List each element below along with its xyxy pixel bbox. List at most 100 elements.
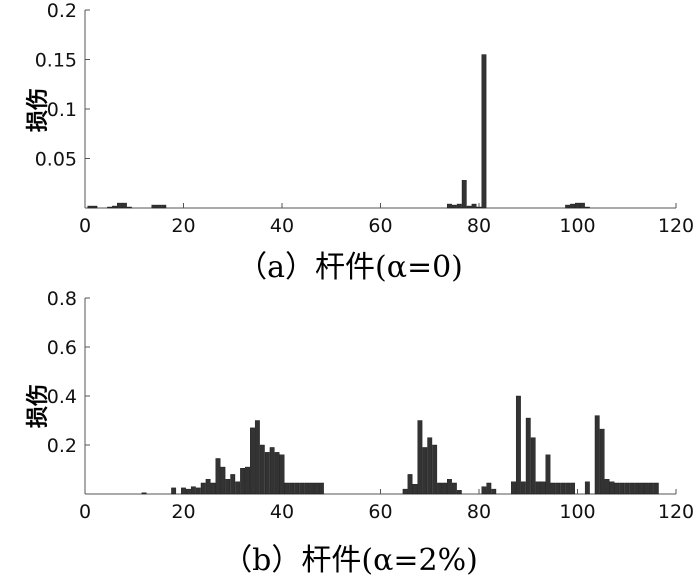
bar-b-42 [289,482,295,495]
bar-a-77 [461,180,467,209]
bar-a-78 [466,205,472,209]
x-tick-label-a-40: 40 [270,215,294,237]
bar-b-74 [447,479,452,495]
bar-b-31 [235,481,241,495]
bar-a-80 [476,206,482,209]
bar-b-20 [181,487,186,495]
bar-b-45 [304,482,310,495]
bar-b-40 [279,454,285,495]
bar-b-35 [254,420,260,495]
bar-a-76 [456,203,462,209]
bar-b-25 [205,479,211,495]
x-tick-label-b-40: 40 [270,501,294,523]
bar-b-97 [560,482,566,495]
bar-b-108 [614,482,620,495]
bar-b-34 [250,427,255,495]
bar-a-99 [570,203,575,209]
bar-b-69 [422,447,428,495]
bar-b-23 [195,487,201,495]
bar-b-71 [432,444,438,495]
bar-b-18 [171,487,177,495]
x-tick-label-a-20: 20 [171,215,195,237]
bar-b-66 [407,474,413,495]
bar-b-98 [565,482,571,495]
bar-b-102 [584,481,590,495]
bar-b-105 [599,428,605,495]
bar-a-102 [584,206,590,209]
y-tick-label-a-2: 0.15 [35,50,77,72]
bar-b-39 [274,452,280,495]
bar-b-75 [451,482,457,495]
bar-b-47 [314,482,319,495]
bar-b-48 [318,482,324,495]
bar-a-100 [575,202,580,209]
bar-b-12 [141,492,147,495]
bar-a-9 [126,206,132,209]
bar-b-94 [545,454,551,495]
y-tick-label-b-2: 0.6 [47,337,77,359]
y-tick-label-a-0: 0.05 [35,149,77,171]
bar-b-37 [264,452,270,495]
bar-b-72 [437,482,443,495]
x-tick-label-b-100: 100 [559,501,595,523]
bar-b-73 [442,482,447,495]
bar-a-98 [565,204,571,209]
bar-a-75 [451,204,457,209]
x-tick-label-a-60: 60 [368,215,392,237]
bar-b-106 [604,479,610,495]
bar-b-21 [186,488,191,495]
bar-b-26 [210,482,216,495]
bar-b-36 [259,444,265,495]
bar-b-43 [294,482,300,495]
chart-panel-b: 0 20 40 60 80 100 120 0.2 0.4 0.6 0.8 [47,288,694,523]
bar-b-28 [220,466,226,495]
y-tick-label-a-3: 0.2 [47,0,77,22]
y-axis-label-a: 损伤 [26,87,52,133]
bar-b-81 [481,486,487,495]
x-tick-label-a-100: 100 [559,215,595,237]
bar-b-110 [624,482,630,495]
x-tick-label-b-0: 0 [79,501,91,523]
x-tick-label-b-60: 60 [368,501,392,523]
bar-a-16 [161,204,167,209]
x-tick-label-b-20: 20 [171,501,195,523]
bar-b-29 [225,479,231,495]
y-tick-label-b-1: 0.4 [47,386,77,408]
bar-b-67 [412,484,418,495]
bar-b-116 [653,482,659,495]
bar-b-115 [648,482,654,495]
bar-b-111 [629,482,635,495]
caption-a: （a）杆件(α=0) [237,250,463,285]
bar-b-68 [417,420,423,495]
bar-a-6 [112,205,117,209]
x-tick-label-b-120: 120 [658,501,694,523]
bar-b-83 [491,488,497,495]
bar-b-76 [456,490,462,495]
caption-b: （b）杆件(α=2%) [222,543,478,578]
chart-panel-a: 0 20 40 60 80 100 120 0.05 0.1 0.15 0.2 [35,0,694,237]
bar-a-74 [447,203,452,209]
bar-b-90 [525,417,531,495]
bar-a-79 [471,203,477,209]
bar-a-1 [87,205,93,209]
bar-b-95 [550,482,556,495]
bar-b-65 [402,488,408,495]
bar-a-14 [151,204,157,209]
bar-b-107 [609,481,615,495]
bar-b-104 [594,415,600,495]
x-tick-label-a-0: 0 [79,215,91,237]
bar-a-2 [92,205,98,209]
x-tick-label-a-80: 80 [467,215,491,237]
x-tick-label-a-120: 120 [658,215,694,237]
bar-b-82 [486,482,492,495]
bar-a-7 [117,202,122,209]
bar-b-96 [555,482,561,495]
bar-b-41 [284,482,290,495]
bar-b-38 [269,447,275,495]
bar-a-8 [121,202,127,209]
bar-b-99 [570,482,575,495]
bar-a-15 [156,204,162,209]
bar-b-32 [240,468,246,495]
bar-b-113 [639,482,644,495]
